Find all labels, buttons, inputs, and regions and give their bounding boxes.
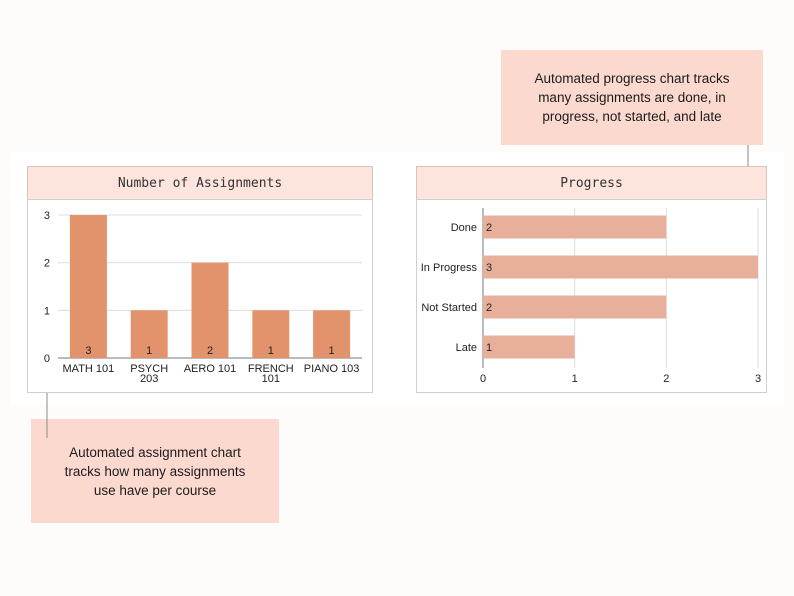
x-tick-label: 1 — [572, 373, 578, 385]
x-tick-label: MATH 101 — [63, 363, 115, 375]
bar — [483, 215, 667, 239]
bar-data-label: 1 — [486, 342, 492, 354]
y-tick-label: 1 — [44, 305, 50, 317]
progress-bar-chart: 0 1 2 3 2 Done 3 In Progress 2 Not Started 1 Late — [421, 208, 761, 385]
x-tick-label: FRENCH — [248, 363, 294, 375]
y-tick-label: 2 — [44, 258, 50, 270]
assignments-chart-header: Number of Assignments — [27, 166, 373, 200]
bar — [191, 262, 229, 358]
bar-data-label: 3 — [486, 262, 492, 274]
x-tick-label: PIANO 103 — [304, 363, 360, 375]
progress-chart-header: Progress — [416, 166, 767, 200]
assignments-chart-frame: 0 1 2 3 3 MATH 101 1 PSYCH 203 2 AERO 101 1 FRENCH 10… — [27, 199, 373, 393]
x-tick-label: 101 — [262, 373, 280, 385]
bar-data-label: 1 — [268, 345, 274, 357]
y-tick-label: 3 — [44, 210, 50, 222]
x-tick-label: PSYCH — [130, 363, 168, 375]
bar — [483, 255, 758, 279]
bar-data-label: 1 — [329, 345, 335, 357]
bar — [483, 295, 667, 319]
progress-chart-frame: 0 1 2 3 2 Done 3 In Progress 2 Not Started 1 Late — [416, 199, 767, 393]
bar — [313, 310, 351, 358]
y-category-label: Late — [456, 342, 477, 354]
y-category-label: Done — [451, 222, 477, 234]
bar — [252, 310, 290, 358]
bar-data-label: 2 — [207, 345, 213, 357]
y-category-label: In Progress — [421, 262, 478, 274]
bar-data-label: 2 — [486, 222, 492, 234]
bar — [483, 335, 575, 359]
x-tick-label: 2 — [663, 373, 669, 385]
x-tick-label: 0 — [480, 373, 486, 385]
x-tick-label: AERO 101 — [184, 363, 237, 375]
x-tick-label: 203 — [140, 373, 158, 385]
x-tick-label: 3 — [755, 373, 761, 385]
y-category-label: Not Started — [421, 302, 477, 314]
assignments-chart-title: Number of Assignments — [117, 175, 283, 191]
assignment-chart-callout: Automated assignment chart tracks how ma… — [31, 419, 279, 523]
progress-chart-callout: Automated progress chart tracks many ass… — [501, 50, 763, 145]
bar-data-label: 2 — [486, 302, 492, 314]
bar — [69, 215, 107, 358]
bar-data-label: 3 — [85, 345, 91, 357]
y-tick-label: 0 — [44, 353, 50, 365]
progress-chart-title: Progress — [560, 175, 623, 191]
bar — [130, 310, 168, 358]
bar-data-label: 1 — [146, 345, 152, 357]
